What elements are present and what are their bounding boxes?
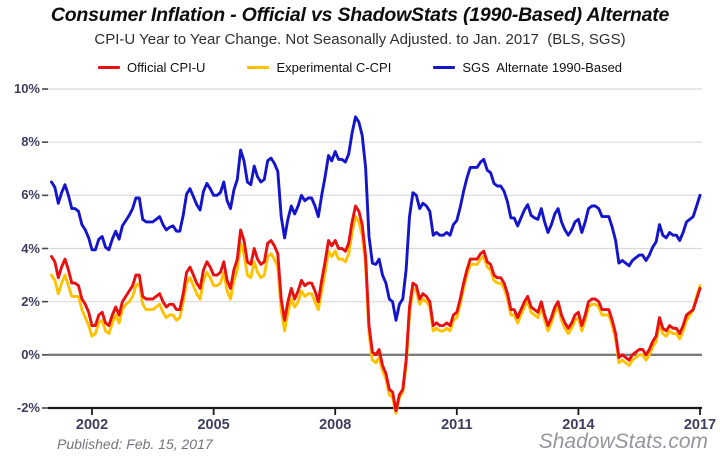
y-tick-label: 2% <box>21 293 40 309</box>
legend-item-official-cpi-u: Official CPI-U <box>97 59 206 75</box>
y-tick-label: 0% <box>21 346 40 362</box>
x-tick-label: 2014 <box>562 417 595 433</box>
legend-item-experimental-c-cpi: Experimental C-CPI <box>247 60 391 75</box>
series-line-sgs-alternate-1990-based <box>50 115 702 322</box>
y-tick-label: 8% <box>21 134 40 150</box>
legend-label-sgs-alternate: SGS Alternate 1990-Based <box>462 59 623 75</box>
y-tick-label: 4% <box>21 240 40 256</box>
official-cpi-u-line-swatch <box>97 65 120 69</box>
x-tick-label: 2008 <box>319 417 352 433</box>
shadowstats-watermark: ShadowStats.com <box>538 430 708 453</box>
legend-label-official-cpi-u: Official CPI-U <box>126 59 206 75</box>
chart-subtitle: CPI-U Year to Year Change. Not Seasonall… <box>94 31 626 48</box>
legend: Official CPI-U Experimental C-CPI SGS Al… <box>0 58 720 76</box>
sgs-alternate-line-swatch <box>433 65 456 69</box>
series-line-experimental-c-cpi <box>50 215 702 415</box>
experimental-c-cpi-line-swatch <box>247 65 270 69</box>
y-tick-label: -2% <box>16 400 40 415</box>
chart-title: Consumer Inflation - Official vs ShadowS… <box>50 4 670 26</box>
legend-label-experimental-c-cpi: Experimental C-CPI <box>276 59 392 75</box>
series-line-official-cpi-u <box>50 204 702 413</box>
y-tick-label: 6% <box>21 187 40 203</box>
legend-item-sgs-alternate: SGS Alternate 1990-Based <box>433 60 622 75</box>
x-tick-label: 2011 <box>441 417 473 433</box>
y-tick-label: 10% <box>13 81 40 96</box>
published-note: Published: Feb. 15, 2017 <box>57 436 213 452</box>
x-tick-label: 2005 <box>197 417 230 433</box>
x-tick-label: 2017 <box>683 417 717 433</box>
x-tick-label: 2002 <box>75 417 109 433</box>
